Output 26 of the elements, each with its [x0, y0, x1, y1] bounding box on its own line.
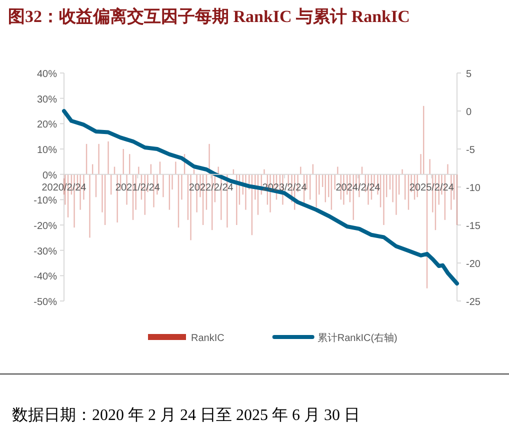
y2-tick-label: -20 — [466, 259, 481, 270]
y-tick-label: -50% — [34, 297, 58, 308]
legend-label: 累计RankIC(右轴) — [317, 332, 398, 344]
y2-tick-label: -5 — [466, 145, 476, 156]
x-tick-label: 2024/2/24 — [336, 182, 381, 194]
y-tick-label: 30% — [36, 94, 58, 106]
x-tick-label: 2023/2/24 — [262, 182, 308, 194]
x-tick-label: 2025/2/24 — [409, 182, 454, 194]
y-tick-label: -40% — [34, 272, 58, 283]
y-tick-label: -20% — [34, 221, 58, 232]
y-tick-label: -10% — [34, 196, 58, 207]
x-tick-label: 2021/2/24 — [115, 182, 160, 194]
y2-tick-label: -10 — [466, 183, 481, 194]
chart-title: 图32：收益偏离交互因子每期 RankIC 与累计 RankIC — [8, 7, 410, 26]
y-tick-label: 40% — [36, 69, 58, 80]
y2-tick-label: 0 — [466, 107, 472, 118]
y-tick-label: 10% — [36, 145, 58, 156]
y2-tick-label: -15 — [466, 221, 481, 232]
x-tick-label: 2022/2/24 — [188, 182, 234, 194]
text: 数据日期：2020 年 2 月 24 日至 2025 年 6 月 30 日 — [12, 406, 360, 424]
y2-tick-label: 5 — [466, 69, 472, 80]
y-tick-label: 20% — [36, 120, 58, 131]
legend-label: RankIC — [191, 333, 224, 344]
y-tick-label: 0% — [42, 170, 58, 182]
y2-tick-label: -25 — [466, 297, 481, 308]
y-tick-label: -30% — [34, 246, 58, 258]
